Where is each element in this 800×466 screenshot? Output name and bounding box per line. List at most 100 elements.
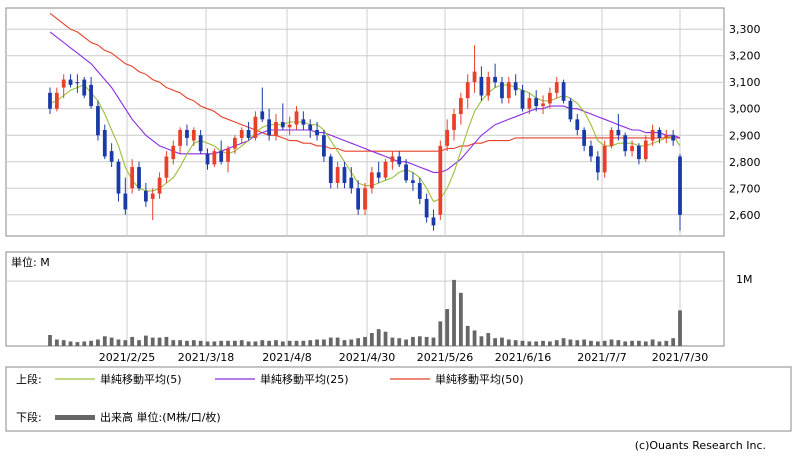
- candle-body: [253, 116, 258, 138]
- candle-body: [157, 177, 162, 194]
- volume-bar: [595, 341, 600, 346]
- candle-body: [205, 153, 210, 165]
- volume-bar: [575, 340, 580, 346]
- x-axis-labels: 2021/2/25 2021/3/18 2021/4/8 2021/4/30 2021/…: [99, 351, 708, 364]
- volume-bar: [623, 341, 628, 346]
- candle-body: [609, 129, 614, 146]
- volume-bar: [465, 325, 470, 346]
- candle-body: [657, 129, 662, 138]
- candle-body: [650, 129, 655, 141]
- volume-bar: [246, 341, 251, 346]
- price-y-tick-label: 3,300: [729, 23, 761, 36]
- candle-body: [458, 98, 463, 115]
- candle-body: [356, 188, 361, 210]
- candle-body: [280, 122, 285, 128]
- candle-body: [678, 156, 682, 215]
- volume-bar: [445, 309, 450, 346]
- volume-bar: [369, 333, 374, 346]
- volume-bar: [657, 341, 662, 346]
- candle-body: [541, 103, 545, 107]
- volume-bar: [130, 336, 135, 346]
- candle-body: [493, 76, 497, 83]
- candle-body: [96, 106, 100, 136]
- price-y-tick-label: 2,700: [729, 182, 761, 195]
- candle-body: [164, 156, 169, 178]
- candle-body: [171, 145, 176, 160]
- candle-body: [82, 79, 87, 96]
- candle-body: [246, 129, 251, 138]
- volume-bar: [637, 340, 641, 346]
- price-y-tick-label: 2,900: [729, 129, 761, 142]
- candle-body: [534, 98, 539, 107]
- candle-body: [301, 119, 306, 125]
- legend-volume-label: 出来高 単位:(M株/口/枚): [100, 410, 221, 424]
- candle-body: [198, 135, 203, 152]
- candle-body: [568, 100, 573, 120]
- price-y-tick-label: 3,000: [729, 103, 761, 116]
- candle-body: [267, 119, 272, 136]
- volume-bar: [61, 340, 66, 346]
- candle-body: [102, 129, 107, 157]
- volume-bar: [191, 340, 196, 346]
- legend-volume-swatch: [55, 415, 95, 420]
- candle-body: [335, 167, 340, 183]
- candle-body: [500, 82, 504, 99]
- volume-bar: [54, 339, 59, 346]
- volume-bar: [150, 337, 155, 346]
- candle-body: [130, 167, 135, 189]
- candle-body: [575, 119, 580, 130]
- candle-body: [68, 79, 73, 85]
- volume-panel-frame: [5, 251, 725, 347]
- candle-body: [233, 137, 237, 149]
- volume-bar: [116, 339, 121, 346]
- volume-bar: [390, 337, 395, 346]
- volume-bar: [280, 341, 285, 346]
- volume-bar: [178, 340, 182, 346]
- x-axis-label: 2021/4/8: [262, 351, 311, 364]
- candle-body: [308, 124, 313, 130]
- volume-bar: [548, 341, 552, 346]
- x-axis-label: 2021/6/16: [495, 351, 551, 364]
- price-y-axis: 3,300 3,200 3,100 3,000 2,900 2,800 2,700 2,600: [729, 23, 761, 222]
- volume-bar: [424, 336, 429, 346]
- candle-body: [445, 129, 450, 146]
- volume-bar: [438, 321, 443, 346]
- candle-body: [506, 82, 511, 99]
- volume-bar: [349, 339, 354, 346]
- candle-body: [274, 122, 278, 136]
- volume-bar: [328, 337, 333, 346]
- volume-bar: [568, 339, 573, 346]
- ma25-line: [49, 31, 681, 173]
- candle-body: [322, 135, 326, 157]
- volume-bar: [157, 337, 162, 346]
- candle-body: [623, 135, 628, 152]
- volume-unit-label: 単位: M: [11, 255, 50, 269]
- volume-bar: [493, 338, 497, 346]
- candle-body: [315, 129, 319, 136]
- volume-bar: [671, 338, 676, 346]
- candle-body: [637, 145, 641, 160]
- candle-body: [294, 111, 299, 125]
- candle-body: [178, 129, 182, 146]
- legend-ma50-label: 単純移動平均(50): [435, 372, 524, 386]
- volume-bar: [458, 292, 463, 346]
- volume-bar: [253, 341, 258, 346]
- candle-body: [582, 129, 587, 146]
- volume-bar: [102, 336, 107, 346]
- volume-bar: [82, 341, 87, 346]
- volume-bar: [315, 339, 319, 346]
- candle-body: [411, 180, 415, 183]
- candle-body: [185, 129, 189, 138]
- volume-bar: [287, 340, 292, 346]
- volume-bar: [411, 336, 415, 346]
- volume-bar: [171, 340, 176, 346]
- candle-body: [438, 145, 443, 215]
- candle-body: [452, 114, 456, 130]
- candle-body: [486, 76, 491, 96]
- volume-bar: [109, 337, 114, 346]
- candle-body: [212, 151, 217, 165]
- volume-bar: [452, 279, 456, 346]
- volume-bar: [582, 339, 587, 346]
- volume-bar: [527, 341, 532, 346]
